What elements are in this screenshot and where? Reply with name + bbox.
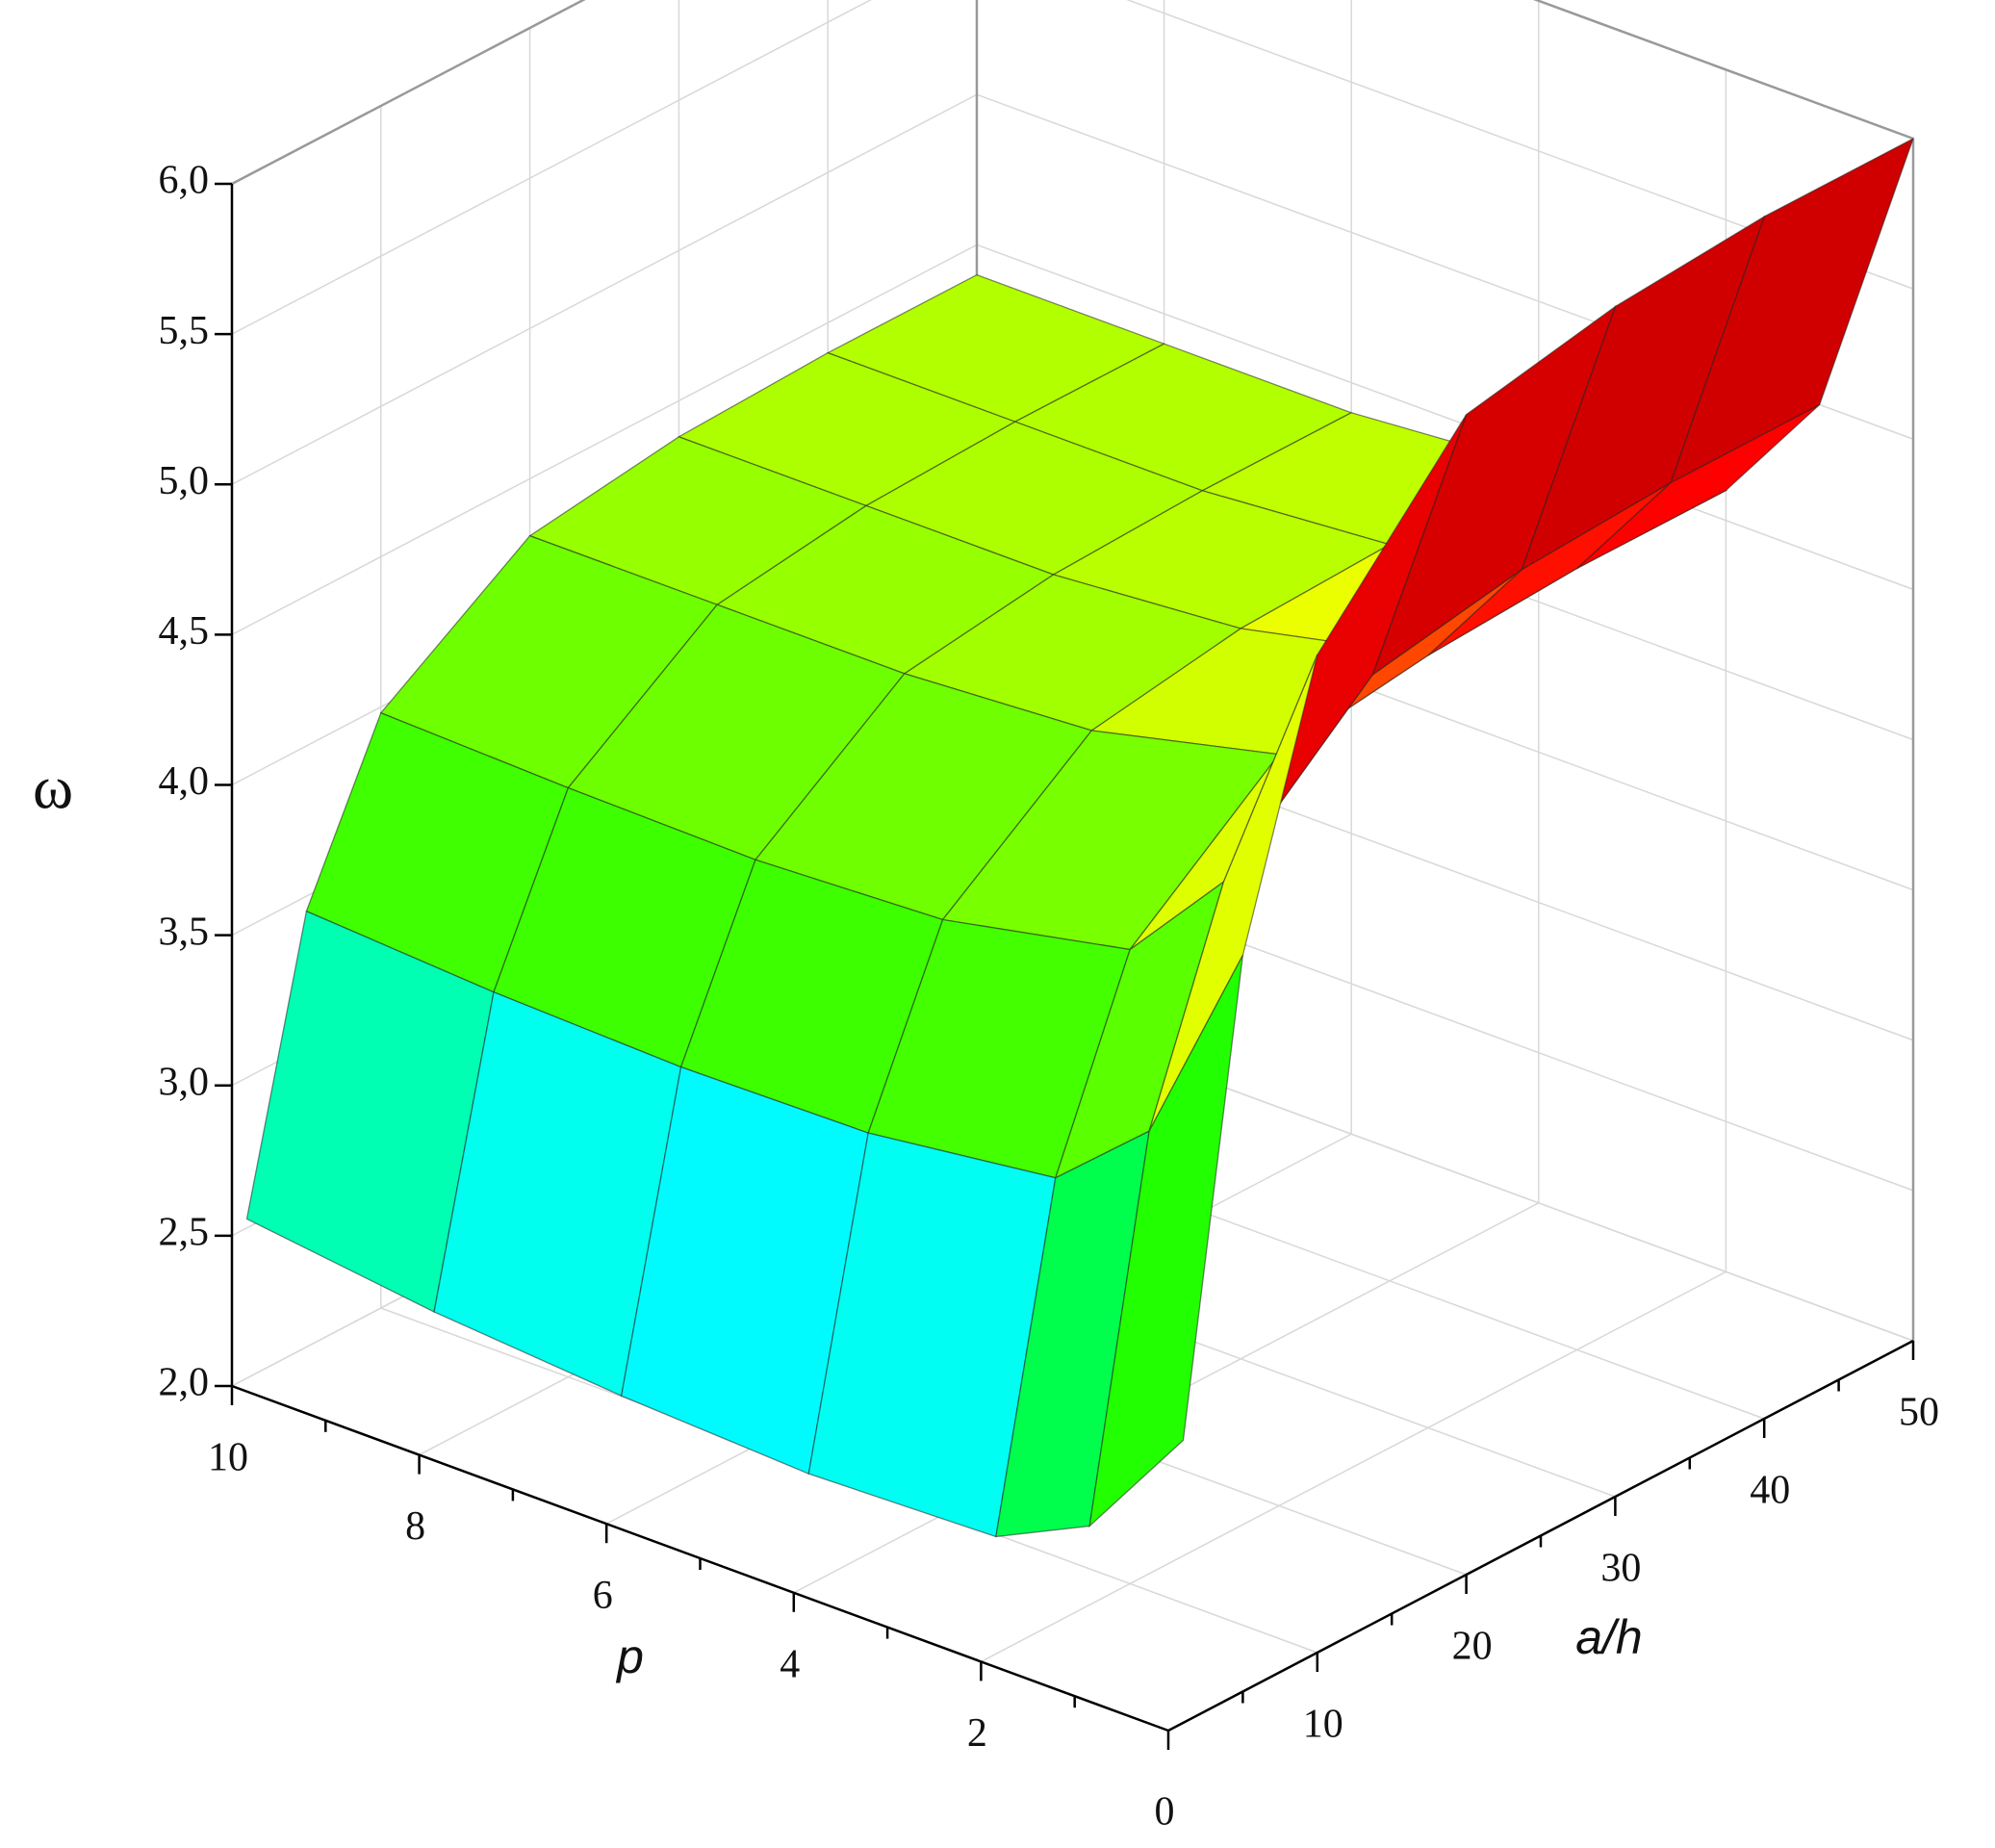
z-tick-label: 3,5 <box>159 910 210 954</box>
p-tick-label: 8 <box>405 1504 425 1549</box>
z-tick-label: 4,5 <box>159 609 210 654</box>
p-tick-label: 6 <box>593 1574 613 1618</box>
z-tick-label: 2,0 <box>159 1361 210 1405</box>
box-edge <box>1533 0 1914 141</box>
grid-line <box>231 93 978 485</box>
a-tick-label: 20 <box>1452 1625 1493 1669</box>
p-axis-title: p <box>615 1630 644 1683</box>
surface-cell <box>1088 955 1244 1528</box>
a-tick-label: 10 <box>1303 1703 1343 1747</box>
box-edge <box>231 0 586 186</box>
z-tick-label: 5,0 <box>159 459 210 503</box>
grid-line <box>1534 0 1914 140</box>
z-tick-label: 4,0 <box>159 759 210 804</box>
z-tick-label: 6,0 <box>159 159 210 203</box>
z-tick-label: 2,5 <box>159 1211 210 1255</box>
z-tick-label: 5,5 <box>159 309 210 353</box>
a-axis-title: a/h <box>1575 1610 1643 1664</box>
p-tick-label: 10 <box>208 1436 248 1480</box>
p-tick-label: 2 <box>967 1711 987 1756</box>
p-tick-label: 0 <box>1155 1790 1175 1835</box>
grid-line <box>976 244 1914 591</box>
a-tick-label: 40 <box>1750 1469 1790 1513</box>
p-tick-label: 4 <box>780 1642 800 1686</box>
grid-line <box>981 1270 1726 1663</box>
a-tick-label: 30 <box>1600 1547 1641 1591</box>
z-tick-label: 3,0 <box>159 1060 210 1104</box>
grid-line <box>231 0 873 335</box>
a-tick-label: 50 <box>1899 1391 1939 1435</box>
grid-line <box>231 244 978 636</box>
z-axis-title: ω <box>33 754 73 822</box>
grid-line <box>231 0 585 185</box>
